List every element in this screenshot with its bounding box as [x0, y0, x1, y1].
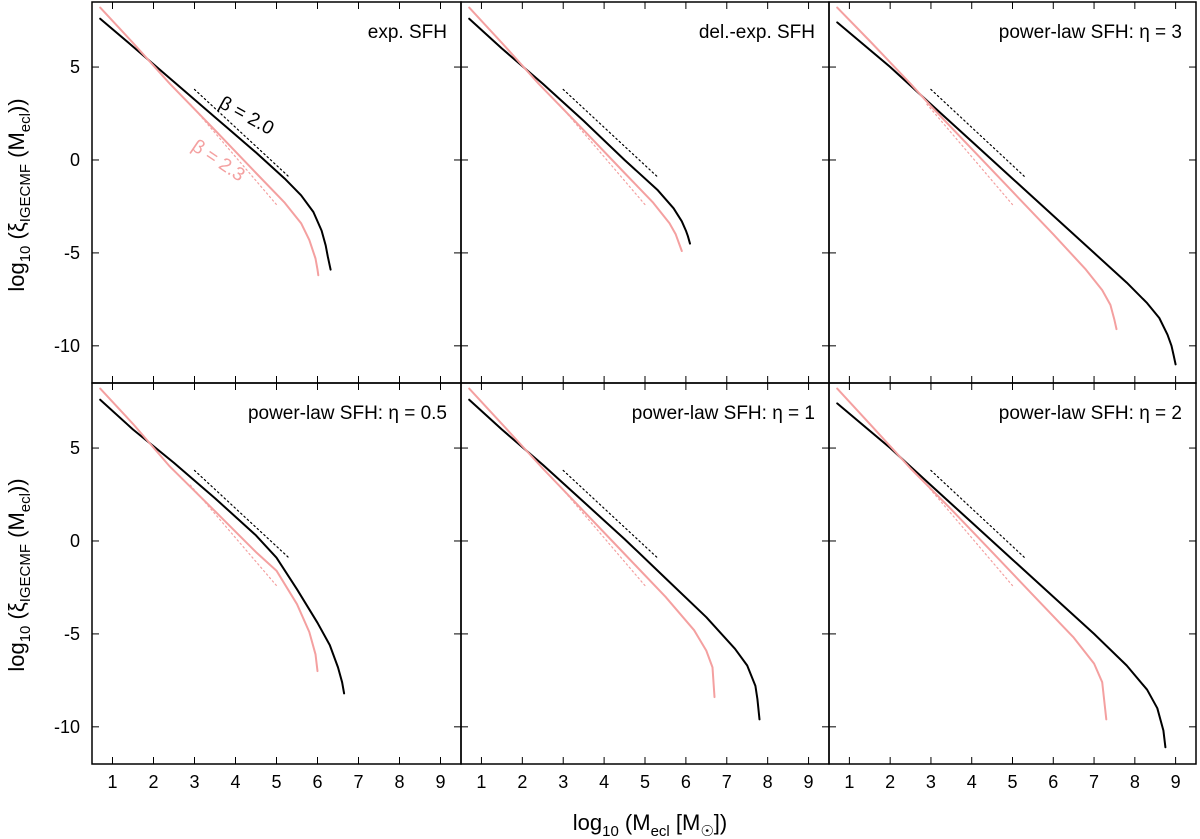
panel-title: power-law SFH: η = 2: [999, 403, 1182, 424]
series-pink-dotted-4: [558, 103, 646, 206]
series-pink-dotted-4: [189, 103, 278, 206]
panel-title: del.-exp. SFH: [699, 22, 815, 43]
x-tick-label: 4: [967, 772, 977, 792]
panel-2: del.-exp. SFH: [460, 1, 830, 384]
y-tick-label: -5: [64, 624, 80, 644]
series-pink-dotted-4: [926, 103, 1014, 206]
x-tick-label: 6: [312, 772, 322, 792]
x-tick-label: 5: [640, 772, 650, 792]
y-tick-label: 0: [70, 150, 80, 170]
x-tick-label: 8: [394, 772, 404, 792]
x-tick-label: 1: [476, 772, 486, 792]
beta-annotation: β = 2.0: [215, 93, 277, 140]
y-axis-title-bottom: log10 (ξIGECMF (Mecl)): [4, 478, 34, 671]
x-tick-label: 3: [189, 772, 199, 792]
x-tick-label: 7: [722, 772, 732, 792]
panel-5: 1 2 3 4 5 6 7 8 9 power-law SFH: η = 1: [460, 382, 830, 792]
x-axis-title: log10 (Mecl [M☉]): [573, 810, 727, 839]
x-tick-label: 9: [435, 772, 445, 792]
series-black-solid-1: [468, 398, 761, 721]
y-axis-title-top: log10 (ξIGECMF (Mecl)): [4, 98, 34, 291]
x-tick-label: 7: [1089, 772, 1099, 792]
x-tick-label: 2: [885, 772, 895, 792]
panels: 5 0 -5 -10 exp. SFH β = 2.0β = 2.3 del.-exp. S…: [54, 1, 1197, 792]
panel-4: 1 2 3 4 5 6 7 8 9 5 0 -5 -10 power-law SFH: η = 0.5: [54, 382, 462, 792]
x-tick-label: 9: [804, 772, 814, 792]
panel-title: power-law SFH: η = 1: [632, 403, 815, 424]
series-pink-solid-2: [836, 387, 1108, 721]
y-tick-label: 0: [70, 531, 80, 551]
series-black-solid-1: [836, 402, 1167, 749]
x-tick-label: 3: [926, 772, 936, 792]
series-pink-solid-2: [99, 6, 320, 277]
x-tick-label: 5: [1007, 772, 1017, 792]
beta-annotation: β = 2.3: [188, 136, 249, 186]
series-pink-solid-2: [468, 387, 716, 699]
panel-3: power-law SFH: η = 3: [828, 1, 1197, 384]
x-tick-label: 3: [558, 772, 568, 792]
x-tick-label: 1: [107, 772, 117, 792]
series-pink-dotted-4: [189, 484, 278, 587]
series-black-dotted-3: [562, 469, 658, 559]
series-pink-solid-2: [836, 6, 1118, 331]
panel-1: 5 0 -5 -10 exp. SFH β = 2.0β = 2.3: [54, 1, 462, 384]
series-pink-dotted-4: [558, 484, 646, 587]
y-tick-label: 5: [70, 438, 80, 458]
series-pink-dotted-4: [926, 484, 1014, 587]
x-tick-label: 8: [1130, 772, 1140, 792]
series-pink-solid-2: [468, 6, 683, 252]
series-black-dotted-3: [193, 469, 290, 559]
x-tick-label: 9: [1171, 772, 1181, 792]
series-black-dotted-3: [930, 88, 1026, 178]
series-black-solid-1: [99, 398, 346, 695]
panel-title: power-law SFH: η = 3: [999, 22, 1182, 43]
panel-title: power-law SFH: η = 0.5: [248, 403, 447, 424]
panel-6: 1 2 3 4 5 6 7 8 9 power-law SFH: η = 2: [828, 382, 1197, 792]
series-black-dotted-3: [562, 88, 658, 178]
series-black-solid-1: [836, 21, 1177, 366]
y-tick-label: 5: [70, 57, 80, 77]
x-tick-label: 2: [148, 772, 158, 792]
x-tick-label: 8: [763, 772, 773, 792]
series-black-dotted-3: [930, 469, 1026, 559]
x-tick-label: 1: [844, 772, 854, 792]
x-tick-label: 4: [599, 772, 609, 792]
y-tick-label: -10: [54, 717, 80, 737]
series-pink-solid-2: [99, 387, 319, 673]
series-black-solid-1: [99, 17, 332, 271]
x-tick-label: 6: [681, 772, 691, 792]
x-tick-label: 6: [1048, 772, 1058, 792]
y-tick-label: -5: [64, 243, 80, 263]
y-tick-label: -10: [54, 336, 80, 356]
series-black-dotted-3: [193, 88, 290, 178]
x-tick-label: 2: [517, 772, 527, 792]
series-black-solid-1: [468, 17, 691, 245]
x-tick-label: 5: [271, 772, 281, 792]
x-tick-label: 7: [353, 772, 363, 792]
panel-title: exp. SFH: [368, 22, 447, 43]
x-tick-label: 4: [230, 772, 240, 792]
